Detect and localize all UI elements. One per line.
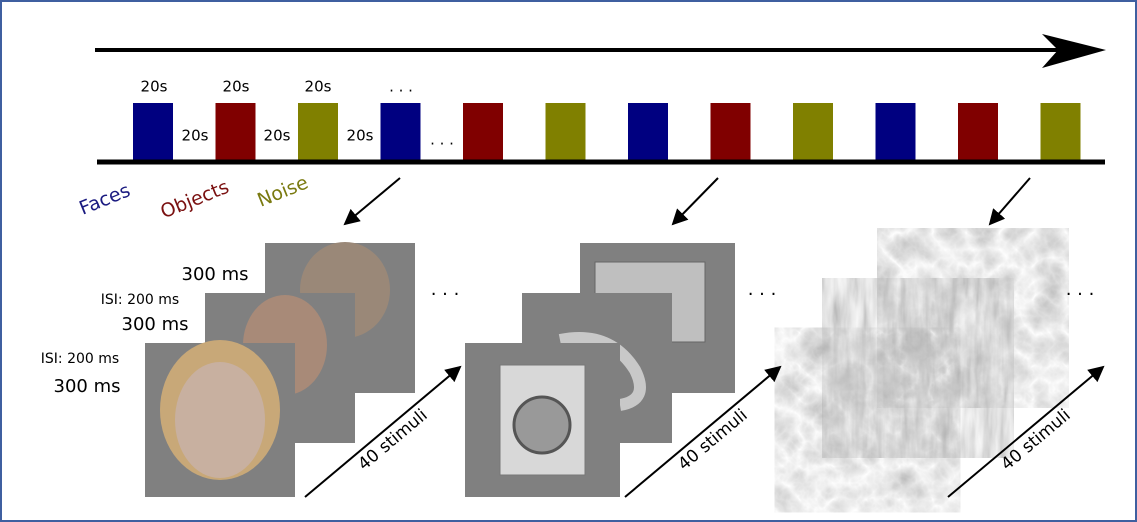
ellipsis: . . . xyxy=(431,279,460,300)
block xyxy=(958,103,998,161)
block xyxy=(463,103,503,161)
block xyxy=(216,103,256,161)
block xyxy=(381,103,421,161)
duration: 20s xyxy=(305,78,332,96)
diagram: 20s 20s 20s . . . 20s 20s 20s . . . Face… xyxy=(0,0,1137,522)
duration: 20s xyxy=(182,127,209,145)
ellipsis: . . . xyxy=(748,279,777,300)
block xyxy=(628,103,668,161)
ellipsis: . . . xyxy=(1066,279,1095,300)
isi: ISI: 200 ms xyxy=(101,292,179,308)
duration: 20s xyxy=(347,127,374,145)
timing: 300 ms xyxy=(54,376,121,397)
ellipsis: . . . xyxy=(389,78,413,96)
block xyxy=(876,103,916,161)
timing: 300 ms xyxy=(122,314,189,335)
ellipsis: . . . xyxy=(430,131,454,149)
duration: 20s xyxy=(141,78,168,96)
block xyxy=(793,103,833,161)
block xyxy=(1041,103,1081,161)
duration: 20s xyxy=(223,78,250,96)
block xyxy=(711,103,751,161)
timing: 300 ms xyxy=(182,264,249,285)
block xyxy=(298,103,338,161)
duration: 20s xyxy=(264,127,291,145)
block xyxy=(546,103,586,161)
isi: ISI: 200 ms xyxy=(41,351,119,367)
block xyxy=(133,103,173,161)
